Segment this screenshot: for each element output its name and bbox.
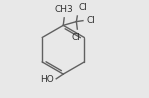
Text: Cl: Cl [87,16,96,25]
Text: HO: HO [40,75,54,84]
Text: CH3: CH3 [55,5,74,14]
Text: Cl: Cl [78,3,87,12]
Text: Cl: Cl [72,33,81,42]
